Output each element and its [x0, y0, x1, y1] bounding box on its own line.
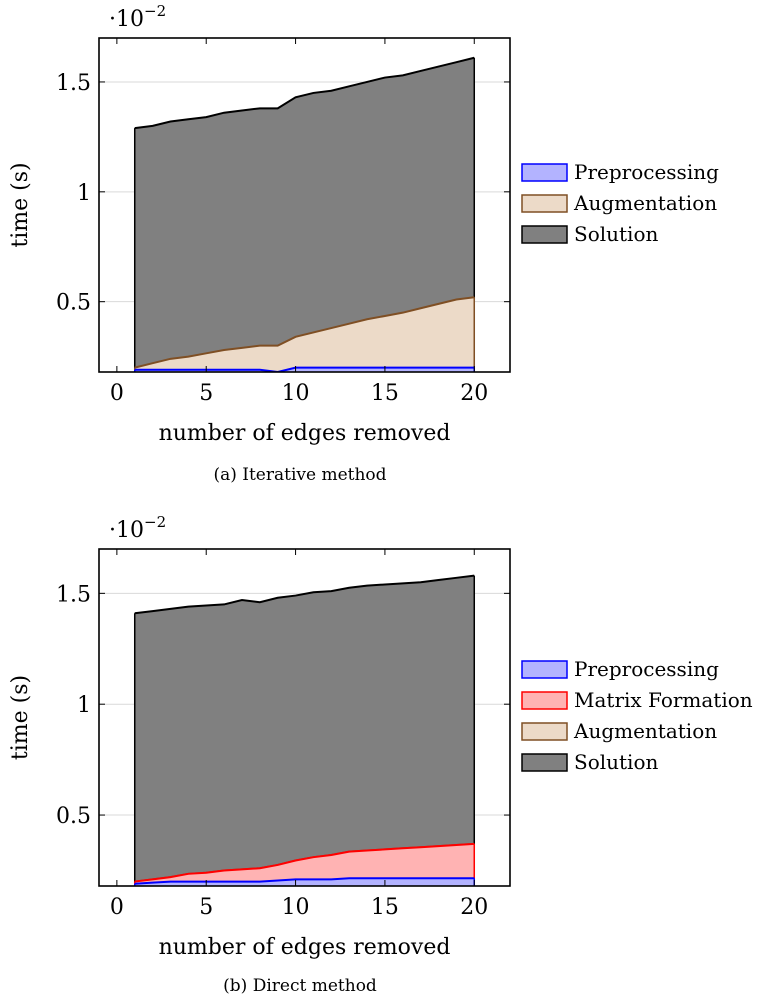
line-matrix-formation: [134, 842, 475, 883]
x-tick-label-0: 0: [110, 895, 124, 920]
legend-swatch-matrix-formation: [521, 691, 568, 710]
x-axis-title: number of edges removed: [159, 935, 451, 960]
legend-label-preprocessing: Preprocessing: [574, 160, 719, 184]
y-scale-exponent: −2: [144, 513, 166, 531]
y-axis-title: time (s): [8, 162, 33, 247]
y-scale-base: ·10: [109, 518, 144, 543]
legend-swatch-preprocessing: [521, 163, 568, 182]
plot-area: [133, 56, 476, 372]
legend-label-preprocessing: Preprocessing: [574, 657, 719, 681]
x-tick-label-3: 15: [371, 381, 399, 406]
legend-swatch-solution: [521, 225, 568, 244]
legend-swatch-augmentation: [521, 722, 568, 741]
line-solution: [134, 574, 475, 615]
y-scale-base: ·10: [109, 7, 144, 32]
caption: (a) Iterative method: [213, 465, 386, 485]
chart-iterative-method: 0 5 10 15 20 0.5 1 1.5 ·10−2 number of edges remo…: [8, 2, 719, 485]
y-scale-multiplier: ·10−2: [109, 2, 166, 32]
line-preprocessing: [134, 366, 475, 372]
legend-label-solution: Solution: [574, 222, 658, 246]
y-tick-label-1: 1: [77, 181, 91, 206]
caption: (b) Direct method: [223, 976, 377, 996]
x-tick-label-0: 0: [110, 381, 124, 406]
area-preprocessing: [134, 878, 475, 886]
legend-swatch-preprocessing: [521, 660, 568, 679]
line-preprocessing: [134, 877, 475, 885]
legend-swatch-solution: [521, 753, 568, 772]
line-augmentation: [134, 296, 475, 369]
x-tick-label-1: 5: [199, 381, 213, 406]
legend-label-matrix-formation: Matrix Formation: [574, 688, 753, 712]
chart-direct-method: 0 5 10 15 20 0.5 1 1.5 ·10−2 number of edges remo…: [8, 513, 753, 996]
axes-frame: [98, 548, 511, 887]
axes-frame: [98, 37, 511, 373]
x-tick-label-1: 5: [199, 895, 213, 920]
y-scale-multiplier: ·10−2: [109, 513, 166, 543]
y-tick-label-0: 0.5: [56, 804, 91, 829]
legend-label-augmentation: Augmentation: [573, 719, 717, 743]
x-tick-label-2: 10: [282, 381, 310, 406]
line-solution: [134, 56, 475, 130]
y-tick-label-0: 0.5: [56, 291, 91, 316]
y-tick-label-2: 1.5: [56, 71, 91, 96]
legend-label-solution: Solution: [574, 750, 658, 774]
x-tick-label-4: 20: [460, 895, 488, 920]
x-axis-title: number of edges removed: [159, 421, 451, 446]
area-matrix-formation: [134, 843, 475, 886]
x-tick-label-2: 10: [282, 895, 310, 920]
y-tick-label-2: 1.5: [56, 582, 91, 607]
y-scale-exponent: −2: [144, 2, 166, 20]
y-tick-label-1: 1: [77, 693, 91, 718]
plot-area: [133, 574, 476, 886]
x-tick-label-4: 20: [460, 381, 488, 406]
legend-swatch-augmentation: [521, 194, 568, 213]
area-solution: [134, 575, 475, 886]
area-solution: [134, 57, 475, 372]
legend-label-augmentation: Augmentation: [573, 191, 717, 215]
area-preprocessing: [134, 367, 475, 372]
y-axis-title: time (s): [8, 675, 33, 760]
x-tick-label-3: 15: [371, 895, 399, 920]
